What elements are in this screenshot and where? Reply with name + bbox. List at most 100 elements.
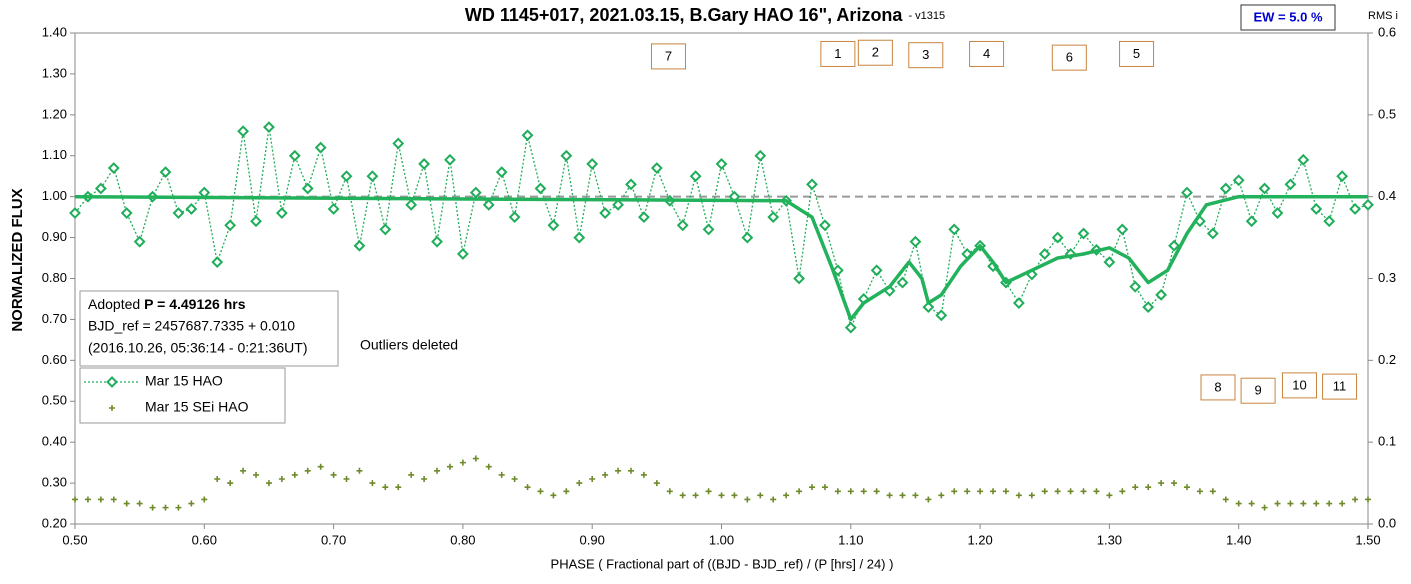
diamond-marker	[754, 149, 767, 162]
y2-tick-label: 0.1	[1378, 434, 1396, 449]
plus-marker	[615, 467, 622, 474]
diamond-marker	[107, 162, 120, 174]
info-line-1: Adopted P = 4.49126 hrs	[88, 296, 246, 312]
plus-marker	[1365, 496, 1371, 503]
plus-marker	[990, 488, 997, 495]
x-tick-label: 0.80	[450, 532, 475, 547]
annotation-label: 2	[872, 45, 879, 60]
diamond-marker	[909, 235, 922, 248]
plus-marker	[162, 504, 169, 511]
y2-tick-label: 0.6	[1378, 24, 1396, 39]
plus-marker	[136, 500, 143, 507]
plus-marker	[1119, 488, 1126, 495]
plus-marker	[330, 471, 337, 478]
diamond-marker	[456, 248, 469, 260]
plus-marker	[602, 471, 609, 478]
diamond-marker	[185, 203, 198, 215]
diamond-marker	[69, 207, 81, 219]
plus-marker	[175, 504, 182, 511]
diamond-marker	[599, 207, 612, 219]
diamond-marker	[896, 276, 909, 289]
plus-marker	[382, 484, 389, 491]
info-line-2: BJD_ref = 2457687.7335 + 0.010	[88, 318, 295, 334]
diamond-marker	[1038, 248, 1051, 260]
plot-frame	[74, 32, 1369, 525]
diamond-marker	[1116, 223, 1129, 236]
diamond-marker	[1362, 198, 1374, 211]
plus-marker	[511, 475, 518, 482]
diamond-marker	[741, 231, 754, 244]
diamond-marker	[418, 158, 431, 170]
plus-marker	[1145, 484, 1152, 491]
y2-tick-label: 0.4	[1378, 188, 1396, 203]
plus-marker	[84, 496, 91, 503]
diamond-marker	[676, 219, 689, 232]
diamond-marker	[702, 223, 715, 236]
diamond-marker	[405, 198, 418, 211]
plus-marker	[1183, 484, 1190, 491]
diamond-marker	[1168, 239, 1180, 252]
plus-marker	[770, 496, 777, 503]
plus-marker	[1339, 500, 1346, 507]
plus-marker	[278, 475, 285, 482]
diamond-marker	[301, 182, 314, 195]
annotation-box	[820, 40, 856, 67]
diamond-marker	[1336, 170, 1349, 183]
y-tick-label: 1.10	[42, 147, 67, 162]
annotation-box	[857, 39, 893, 66]
diamond-marker	[547, 219, 560, 232]
annotation-label: 7	[665, 48, 672, 63]
plus-marker	[434, 467, 441, 474]
plus-marker	[1248, 500, 1255, 507]
annotation-box	[1051, 44, 1087, 71]
plus-marker	[964, 488, 971, 495]
diamond-marker	[482, 198, 495, 211]
y-tick-label: 1.40	[42, 24, 67, 39]
diamond-marker	[1232, 174, 1245, 187]
diamond-marker	[806, 178, 818, 191]
plus-marker	[1015, 492, 1022, 499]
diamond-marker	[224, 219, 237, 232]
plus-marker	[1196, 488, 1203, 495]
plus-marker	[240, 467, 247, 474]
legend-marker	[106, 376, 118, 388]
plus-marker	[149, 504, 156, 511]
plus-marker	[589, 475, 596, 482]
plus-marker	[1158, 480, 1165, 487]
diamond-marker	[819, 219, 831, 232]
y-tick-label: 1.30	[42, 65, 67, 80]
plus-marker	[1106, 492, 1113, 499]
plus-marker	[1222, 496, 1229, 503]
info-line-3: (2016.10.26, 05:36:14 - 0:21:36UT)	[88, 340, 307, 356]
y-tick-label: 0.40	[42, 434, 67, 449]
y-tick-label: 0.90	[42, 229, 67, 244]
diamond-marker	[172, 207, 185, 219]
plus-marker	[834, 488, 841, 495]
plus-marker	[97, 496, 104, 503]
plus-marker	[356, 467, 363, 474]
plus-marker	[718, 492, 725, 499]
plus-marker	[1093, 488, 1100, 495]
x-axis-title: PHASE ( Fractional part of ((BJD - BJD_r…	[551, 556, 894, 571]
plus-marker	[563, 488, 570, 495]
y2-tick-label: 0.0	[1378, 515, 1396, 530]
diamond-marker	[1064, 248, 1077, 260]
diamond-marker	[120, 207, 133, 219]
diamond-marker	[844, 321, 857, 334]
x-tick-label: 0.90	[580, 532, 605, 547]
annotation-label: 9	[1254, 383, 1261, 398]
diamond-marker	[1219, 182, 1232, 195]
plus-marker	[860, 488, 867, 495]
plus-marker	[757, 492, 764, 499]
y-tick-label: 0.20	[42, 515, 67, 530]
annotation-label: 1	[834, 46, 841, 61]
title-text: WD 1145+017, 2021.03.15, B.Gary HAO 16",…	[465, 5, 904, 25]
plus-marker	[1209, 488, 1216, 495]
diamond-marker	[1103, 256, 1116, 269]
diamond-marker	[870, 264, 883, 277]
diamond-marker	[327, 203, 340, 215]
plus-marker	[821, 484, 828, 491]
plus-marker	[395, 484, 402, 491]
plus-marker	[408, 471, 415, 478]
x-tick-label: 1.20	[967, 532, 992, 547]
